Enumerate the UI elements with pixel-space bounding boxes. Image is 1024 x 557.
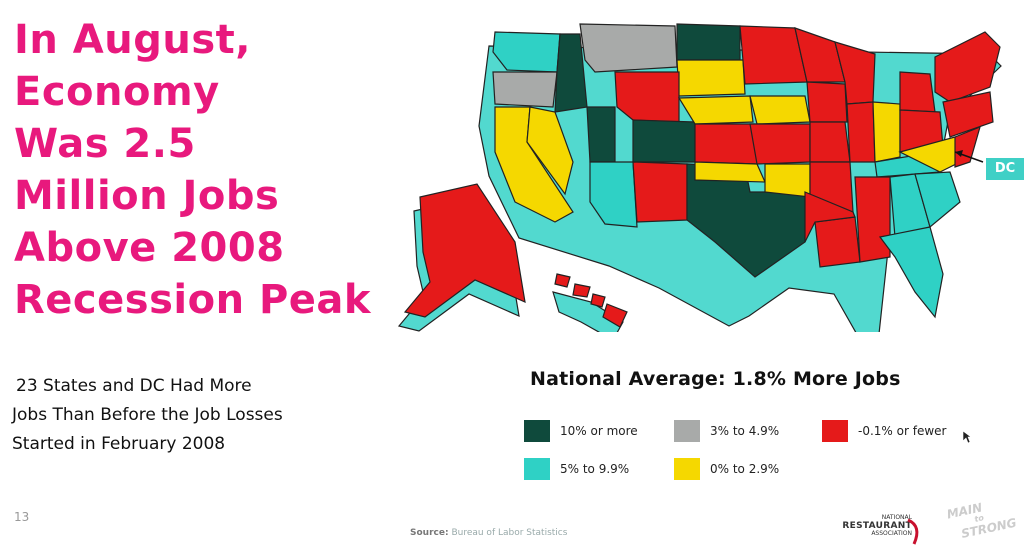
legend-item: 3% to 4.9% — [674, 420, 779, 442]
legend-label: -0.1% or fewer — [858, 424, 947, 438]
legend-label: 3% to 4.9% — [710, 424, 780, 438]
title-line: Was 2.5 — [14, 121, 196, 167]
dc-label: DC — [986, 158, 1024, 180]
subtitle-line: Jobs Than Before the Job Losses — [12, 405, 283, 425]
legend-item: 10% or more — [524, 420, 638, 442]
nra-line: RESTAURANT — [842, 521, 912, 531]
title-line: Million Jobs — [14, 173, 280, 219]
map-states — [492, 23, 1001, 319]
legend-item: 0% to 2.9% — [674, 458, 779, 480]
nra-line: NATIONAL — [881, 514, 912, 521]
slide-title: In August, Economy Was 2.5 Million Jobs … — [14, 14, 384, 326]
slide-subtitle: 23 States and DC Had More Jobs Than Befo… — [12, 372, 342, 459]
legend-swatch — [822, 420, 848, 442]
title-line: Recession Peak — [14, 277, 372, 323]
subtitle-line: 23 States and DC Had More — [16, 376, 252, 396]
nra-wordmark: NATIONAL RESTAURANT ASSOCIATION — [842, 514, 912, 538]
legend-swatch — [674, 458, 700, 480]
mouse-cursor-icon — [962, 430, 972, 444]
hawaii-shape — [554, 273, 628, 328]
nra-logo: NATIONAL RESTAURANT ASSOCIATION — [842, 514, 920, 548]
source-label: Source: — [410, 528, 449, 538]
main-to-strong-logo: MAIN to STRONG — [946, 493, 1024, 556]
legend-label: 0% to 2.9% — [710, 462, 780, 476]
legend-label: 5% to 9.9% — [560, 462, 630, 476]
source-text: Bureau of Labor Statistics — [451, 528, 568, 538]
national-average-heading: National Average: 1.8% More Jobs — [530, 368, 901, 390]
page-number: 13 — [14, 510, 30, 524]
title-line: In August, — [14, 17, 251, 63]
subtitle-line: Started in February 2008 — [12, 434, 226, 454]
nra-line: ASSOCIATION — [871, 530, 912, 537]
legend-swatch — [524, 458, 550, 480]
source-note: Source: Bureau of Labor Statistics — [410, 528, 567, 538]
alaska-shape — [403, 183, 526, 318]
title-line: Economy — [14, 69, 220, 115]
us-jobs-map — [397, 23, 1002, 332]
legend-item: 5% to 9.9% — [524, 458, 629, 480]
legend-swatch — [674, 420, 700, 442]
legend-item: -0.1% or fewer — [822, 420, 946, 442]
legend-swatch — [524, 420, 550, 442]
title-line: Above 2008 — [14, 225, 285, 271]
nra-swoosh-icon — [907, 518, 919, 545]
legend-label: 10% or more — [560, 424, 638, 438]
dc-pointer-arrow-icon — [955, 150, 963, 157]
